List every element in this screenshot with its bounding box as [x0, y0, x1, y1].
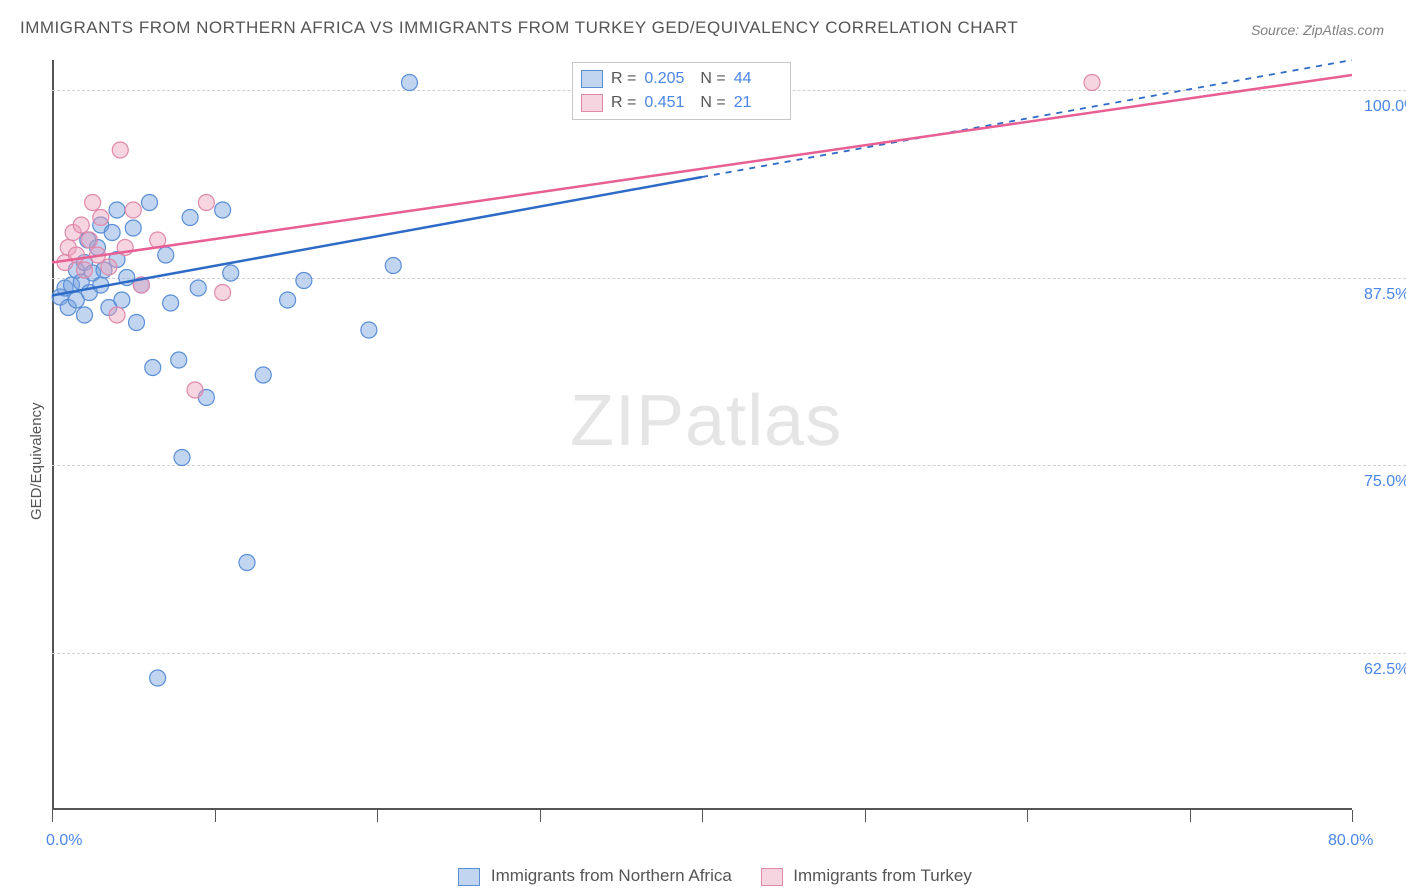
data-point	[190, 280, 206, 296]
data-point	[255, 367, 271, 383]
n-value-2: 21	[734, 94, 782, 112]
data-point	[109, 307, 125, 323]
data-point	[198, 195, 214, 211]
data-point	[112, 142, 128, 158]
bottom-swatch-2	[761, 868, 783, 886]
n-label: N =	[700, 70, 725, 88]
data-point	[125, 202, 141, 218]
x-tick-label: 80.0%	[1328, 832, 1373, 850]
x-tick	[702, 810, 703, 822]
data-point	[77, 262, 93, 278]
data-point	[81, 232, 97, 248]
data-point	[223, 265, 239, 281]
data-point	[104, 225, 120, 241]
x-tick	[52, 810, 53, 822]
legend-swatch-series2	[581, 94, 603, 112]
data-point	[280, 292, 296, 308]
y-tick-label: 75.0%	[1364, 473, 1406, 491]
data-point	[125, 220, 141, 236]
legend-swatch-series1	[581, 70, 603, 88]
bottom-swatch-1	[458, 868, 480, 886]
legend-row-2: R = 0.451 N = 21	[581, 91, 782, 115]
data-point	[158, 247, 174, 263]
chart-title: IMMIGRANTS FROM NORTHERN AFRICA VS IMMIG…	[20, 18, 1018, 38]
x-tick	[1190, 810, 1191, 822]
chart-svg	[52, 60, 1352, 810]
series-1-name: Immigrants from Northern Africa	[491, 866, 732, 885]
n-value-1: 44	[734, 70, 782, 88]
legend-row-1: R = 0.205 N = 44	[581, 67, 782, 91]
n-label: N =	[700, 94, 725, 112]
y-tick-label: 62.5%	[1364, 661, 1406, 679]
bottom-legend: Immigrants from Northern Africa Immigran…	[0, 866, 1406, 886]
data-point	[239, 555, 255, 571]
r-label: R =	[611, 94, 636, 112]
x-tick	[540, 810, 541, 822]
r-value-2: 0.451	[644, 94, 692, 112]
data-point	[174, 450, 190, 466]
y-tick-label: 100.0%	[1364, 98, 1406, 116]
x-tick	[377, 810, 378, 822]
data-point	[385, 258, 401, 274]
data-point	[85, 195, 101, 211]
x-tick	[215, 810, 216, 822]
data-point	[142, 195, 158, 211]
data-point	[361, 322, 377, 338]
data-point	[187, 382, 203, 398]
y-tick-label: 87.5%	[1364, 286, 1406, 304]
x-tick-label: 0.0%	[46, 832, 82, 850]
data-point	[129, 315, 145, 331]
data-point	[101, 259, 117, 275]
r-label: R =	[611, 70, 636, 88]
data-point	[171, 352, 187, 368]
data-point	[150, 670, 166, 686]
data-point	[215, 202, 231, 218]
y-axis-label: GED/Equivalency	[28, 402, 45, 520]
source-label: Source: ZipAtlas.com	[1251, 22, 1384, 38]
series-2-name: Immigrants from Turkey	[793, 866, 972, 885]
correlation-legend: R = 0.205 N = 44 R = 0.451 N = 21	[572, 62, 791, 120]
x-tick	[865, 810, 866, 822]
data-point	[296, 273, 312, 289]
data-point	[109, 202, 125, 218]
data-point	[77, 307, 93, 323]
data-point	[163, 295, 179, 311]
data-point	[114, 292, 130, 308]
data-point	[215, 285, 231, 301]
data-point	[182, 210, 198, 226]
trend-line-dashed	[702, 60, 1352, 177]
data-point	[93, 210, 109, 226]
data-point	[73, 217, 89, 233]
data-point	[402, 75, 418, 91]
r-value-1: 0.205	[644, 70, 692, 88]
x-tick	[1027, 810, 1028, 822]
data-point	[1084, 75, 1100, 91]
data-point	[145, 360, 161, 376]
x-tick	[1352, 810, 1353, 822]
